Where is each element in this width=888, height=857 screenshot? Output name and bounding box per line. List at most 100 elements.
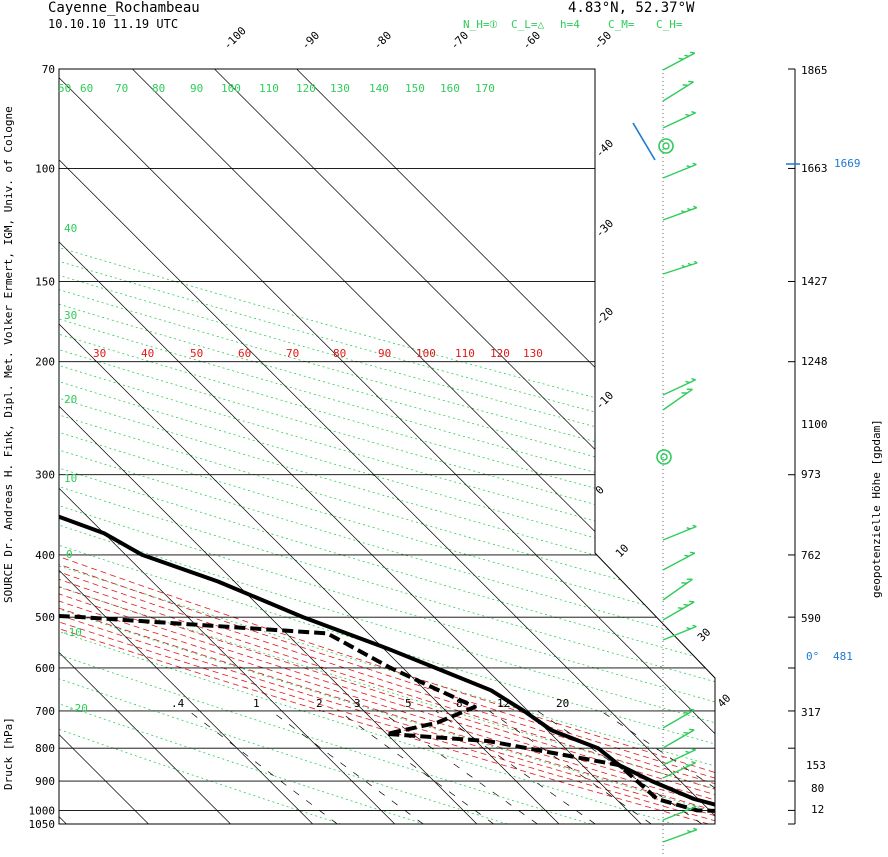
moist-adiabat-label: 40 (141, 347, 154, 360)
moist-adiabat-line (59, 361, 715, 824)
height-label-70: 1865 (801, 64, 828, 77)
dry-adiabat-line (59, 84, 715, 824)
height-axis-label: geopotenzielle Höhe [gpdam] (870, 419, 883, 598)
isotherm-label: -10 (593, 389, 616, 412)
height-label-400: 762 (801, 549, 821, 562)
station-name: Cayenne_Rochambeau (48, 0, 200, 16)
dry-adiabat-line (59, 84, 425, 824)
wind-barb (662, 51, 696, 71)
dry-adiabat-label: 110 (259, 82, 279, 95)
moist-adiabat-label: 90 (378, 347, 391, 360)
isotherm-line (59, 69, 396, 824)
moist-adiabat-label: 130 (523, 347, 543, 360)
pressure-tick-label: 1050 (29, 818, 56, 831)
mixing-ratio-line (270, 710, 424, 824)
mixing-ratio-line (600, 710, 715, 824)
wind-barb (662, 827, 698, 843)
isotherm-label: 40 (715, 692, 734, 711)
dewpoint-profile-line (59, 427, 715, 813)
isotherm-label: -20 (593, 305, 616, 328)
wind-barb (662, 388, 693, 411)
pressure-axis-label: Druck [hPa] (2, 717, 15, 790)
tropopause-height: 1669 (834, 157, 861, 170)
mixing-ratio-label: 1 (253, 697, 260, 710)
dry-adiabat-label: 60 (80, 82, 93, 95)
pressure-tick-label: 100 (35, 162, 55, 175)
theta-label: 10 (64, 472, 77, 485)
dry-adiabat-label: 120 (296, 82, 316, 95)
dry-adiabat-label: 80 (152, 82, 165, 95)
moist-adiabat-line (59, 361, 715, 824)
moist-adiabat-line (59, 361, 715, 824)
mixing-ratio-label: .4 (171, 697, 185, 710)
dry-adiabat-label: 100 (221, 82, 241, 95)
calm-wind-circle (656, 449, 672, 465)
mixing-ratio-label: 12 (497, 697, 510, 710)
height-label-925: 80 (811, 782, 824, 795)
isotherm-label: -50 (591, 29, 614, 52)
cloud-code-ch: C_H= (656, 18, 683, 31)
moist-adiabat-label: 70 (286, 347, 299, 360)
wind-barb (662, 260, 698, 275)
dry-adiabat-line (59, 84, 715, 824)
mixing-ratio-label: 2 (316, 697, 323, 710)
wind-barb (662, 761, 696, 779)
isotherm-label: 30 (695, 626, 714, 645)
theta-label: -10 (62, 626, 82, 639)
source-label: SOURCE Dr. Andreas H. Fink, Dipl. Met. V… (2, 106, 15, 603)
dry-adiabat-line (59, 84, 715, 824)
pressure-tick-label: 300 (35, 469, 55, 482)
height-label-500: 590 (801, 612, 821, 625)
cloud-code-cl: C_L=△ (511, 18, 544, 31)
wind-barb (662, 162, 697, 179)
chart-series (59, 69, 715, 813)
pressure-tick-label: 600 (35, 662, 55, 675)
wind-barb (662, 708, 695, 729)
wind-barb (662, 728, 695, 749)
dry-adiabat-line (59, 84, 715, 824)
dry-adiabat-line (59, 84, 715, 824)
dry-adiabat-line (59, 84, 715, 824)
isotherm-line (214, 69, 715, 824)
dry-adiabat-line (59, 84, 715, 824)
dry-adiabat-line (59, 84, 715, 824)
dry-adiabat-label: 50 (58, 82, 71, 95)
pressure-tick-label: 1000 (29, 804, 56, 817)
isotherm-line (132, 69, 715, 824)
mixing-ratio-line (537, 710, 703, 824)
moist-adiabat-label: 50 (190, 347, 203, 360)
calm-wind-circle (658, 138, 674, 154)
freezing-level-height: 481 (833, 650, 853, 663)
moist-adiabat-label: 60 (238, 347, 251, 360)
pressure-tick-label: 70 (42, 63, 55, 76)
wind-barb (662, 551, 696, 571)
dry-adiabat-line (59, 84, 715, 824)
height-label-200: 1248 (801, 355, 828, 368)
pressure-tick-label: 200 (35, 356, 55, 369)
wind-barb (662, 378, 696, 396)
theta-label: 40 (64, 222, 77, 235)
moist-adiabat-line (59, 361, 715, 824)
theta-label: -20 (68, 702, 88, 715)
dry-adiabat-line (59, 84, 715, 824)
dry-adiabat-line (59, 84, 715, 824)
mixing-ratio-label: 20 (556, 697, 569, 710)
moist-adiabat-line (59, 361, 715, 824)
dry-adiabat-line (59, 84, 715, 824)
dry-adiabat-label: 140 (369, 82, 389, 95)
observation-time: 10.10.10 11.19 UTC (48, 17, 178, 31)
isotherm-line (59, 69, 231, 824)
wind-barb (662, 624, 697, 641)
wind-barbs (632, 51, 698, 843)
theta-label: 30 (64, 309, 77, 322)
isotherm-line (59, 69, 715, 824)
dry-adiabat-line (59, 84, 715, 824)
calm-wind-inner (660, 453, 668, 461)
plot-frame (58, 68, 716, 825)
moist-adiabat-label: 80 (333, 347, 346, 360)
moist-adiabat-label: 100 (416, 347, 436, 360)
moist-adiabat-line (59, 361, 715, 824)
pressure-tick-label: 900 (35, 775, 55, 788)
calm-wind-inner (662, 142, 670, 150)
